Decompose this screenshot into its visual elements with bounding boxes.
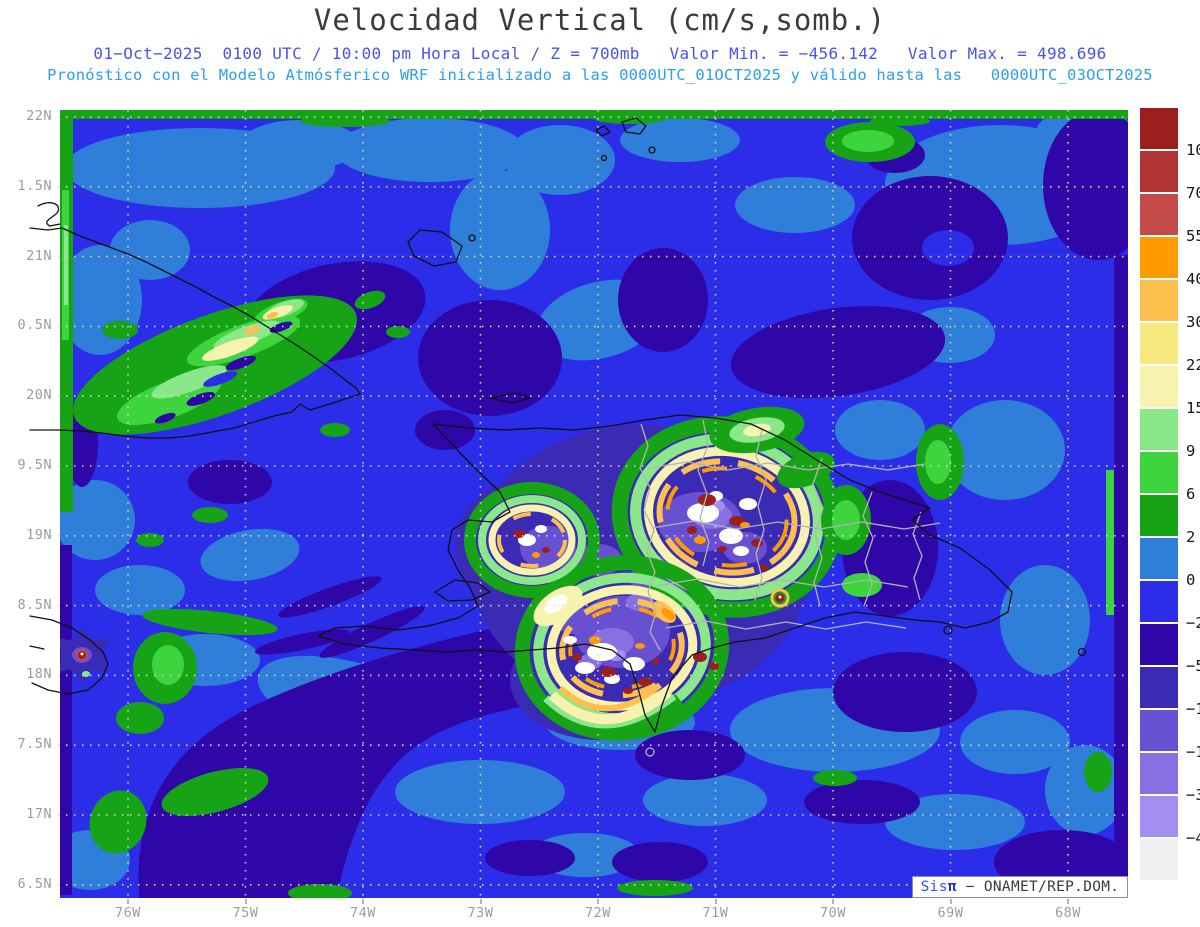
jamaica-feature	[60, 629, 109, 681]
colorbar-segment	[1140, 495, 1178, 538]
colorbar-segment	[1140, 194, 1178, 237]
y-axis-label: 6.5N	[17, 875, 52, 892]
x-axis-label: 75W	[232, 905, 259, 921]
colorbar-segment	[1140, 237, 1178, 280]
x-axis-label: 73W	[467, 905, 494, 921]
colorbar-label: 30	[1186, 313, 1200, 331]
colorbar-label: −18	[1186, 743, 1200, 761]
x-axis-label: 74W	[350, 905, 376, 921]
colorbar-segment	[1140, 366, 1178, 409]
colorbar-label: −45	[1186, 829, 1200, 847]
colorbar-segment	[1140, 538, 1178, 581]
colorbar-segment	[1140, 108, 1178, 151]
x-axis-tick	[597, 899, 599, 904]
y-axis-label: 20N	[26, 387, 52, 404]
x-axis-tick	[1067, 899, 1069, 904]
badge-brand: Sis	[920, 879, 948, 895]
valid-time-line: 01−Oct−2025 0100 UTC / 10:00 pm Hora Loc…	[93, 44, 1107, 63]
x-axis-tick	[949, 899, 952, 904]
badge-pi-logo: π	[947, 879, 957, 895]
colorbar-segment	[1140, 280, 1178, 323]
y-axis-label: 18N	[26, 666, 52, 683]
x-axis-tick	[832, 899, 834, 904]
colorbar-segment	[1140, 624, 1178, 667]
colorbar-segment	[1140, 667, 1178, 710]
x-axis-label: 69W	[937, 905, 964, 921]
colorbar-segment	[1140, 409, 1178, 452]
y-axis-label: 7.5N	[17, 736, 52, 753]
colorbar-label: −10	[1186, 700, 1200, 718]
gridlines-layer	[50, 110, 1128, 898]
colorbar-segment	[1140, 581, 1178, 624]
colorbar-segment	[1140, 323, 1178, 366]
contour-field-layer	[60, 110, 1128, 898]
y-axis-label: 21N	[26, 247, 52, 264]
colorbar-legend: 100 70 55 40 30 22 15 9 6 2 0 −2 −5 −10 −18 −30 −45	[1140, 108, 1200, 888]
colorbar-label: 2	[1186, 528, 1196, 546]
x-axis-tick	[714, 899, 717, 904]
storm-cores	[513, 491, 790, 694]
colorbar-segment	[1140, 796, 1178, 839]
colorbar-segment	[1140, 710, 1178, 753]
y-axis-label: 1.5N	[17, 177, 52, 194]
colorbar-label: 22	[1186, 356, 1200, 374]
x-axis-label: 72W	[585, 905, 611, 921]
x-axis-label: 76W	[115, 905, 141, 921]
province-boundaries-layer	[639, 419, 941, 757]
colorbar-label: 70	[1186, 184, 1200, 202]
colorbar-segment	[1140, 753, 1178, 796]
colorbar-label: −30	[1186, 786, 1200, 804]
model-info-line: Pronóstico con el Modelo Atmósferico WRF…	[47, 66, 1153, 84]
x-axis-label: 71W	[702, 905, 729, 921]
y-axis-label: 0.5N	[17, 317, 52, 334]
y-axis-label: 19N	[26, 526, 52, 543]
colorbar-label: 6	[1186, 485, 1196, 503]
updraft-weak-layer	[60, 110, 1128, 890]
y-axis-label: 9.5N	[17, 457, 52, 473]
y-axis-label: 22N	[26, 108, 52, 124]
storm-b-south-arcs	[535, 682, 685, 737]
cuba-wave-bands	[73, 295, 357, 435]
credit-badge: Sis π − ONAMET/REP.DOM.	[912, 876, 1128, 898]
page-title: Velocidad Vertical (cm/s,somb.)	[313, 3, 887, 37]
colorbar-segment	[1140, 151, 1178, 194]
y-axis-label: 8.5N	[17, 596, 52, 613]
storm-c-rings	[464, 482, 600, 598]
colorbar-label: 40	[1186, 270, 1200, 288]
x-axis-tick	[362, 899, 364, 904]
colorbar-segment	[1140, 839, 1178, 882]
coastlines-layer	[29, 117, 1087, 733]
colorbar-label: 9	[1186, 442, 1196, 460]
x-axis-tick	[127, 899, 129, 904]
y-axis-label: 17N	[26, 806, 52, 822]
x-axis-label: 68W	[1055, 905, 1081, 921]
x-axis-tick	[244, 899, 247, 904]
colorbar-label: −2	[1186, 614, 1200, 632]
colorbar-label: 15	[1186, 399, 1200, 417]
downdraft-layer	[60, 110, 1128, 898]
colorbar-segment	[1140, 452, 1178, 495]
colorbar-label: 0	[1186, 571, 1196, 589]
x-axis-tick	[479, 899, 482, 904]
colorbar-label: 100	[1186, 141, 1200, 159]
colorbar-label: 55	[1186, 227, 1200, 245]
x-axis-label: 70W	[820, 905, 846, 921]
badge-credit-text: − ONAMET/REP.DOM.	[956, 879, 1120, 895]
colorbar-label: −5	[1186, 657, 1200, 675]
